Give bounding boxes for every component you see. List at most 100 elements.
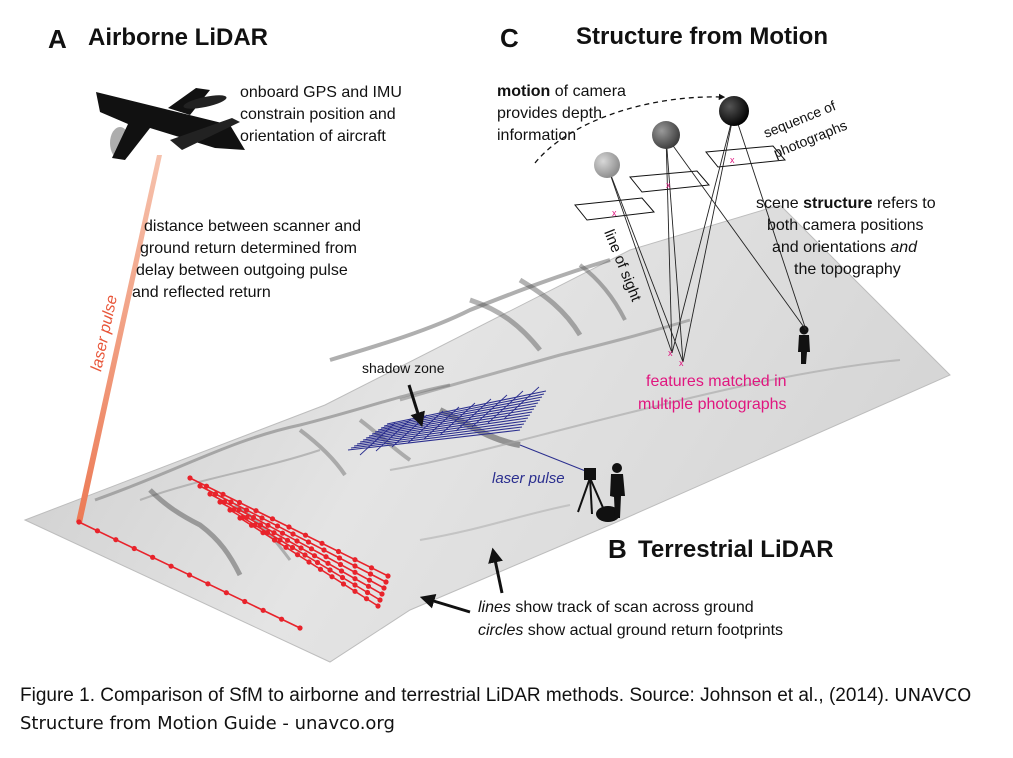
ground-return-footprint: [383, 579, 389, 585]
terrestrial-laser-line: [519, 444, 589, 473]
terrestrial-laser-line: [362, 414, 531, 441]
ground-return-footprint: [223, 590, 229, 596]
terrestrial-laser-line: [350, 426, 523, 449]
ground-return-footprint: [269, 516, 276, 522]
svg-text:x: x: [612, 208, 617, 218]
ground-return-footprint: [236, 507, 242, 513]
ground-return-footprint: [94, 528, 101, 534]
ground-return-footprint: [323, 554, 329, 560]
ground-return-footprint: [260, 530, 266, 536]
figure-caption: Figure 1. Comparison of SfM to airborne …: [20, 682, 1000, 738]
ground-return-footprint: [284, 537, 291, 543]
ground-return-footprint: [340, 581, 347, 587]
ground-return-footprint: [311, 553, 318, 559]
ground-return-footprint: [381, 585, 387, 591]
ground-return-footprint: [237, 515, 243, 521]
ground-return-footprint: [294, 552, 301, 558]
features-line-1: features matched in: [646, 373, 787, 390]
tracks-left-arrow: [419, 593, 471, 614]
terrestrial-laser-line: [368, 408, 535, 437]
ground-return-footprint: [294, 538, 300, 544]
ground-return-footprint: [366, 577, 373, 583]
ground-return-footprint: [368, 565, 375, 571]
shadow-zone-arrow: [407, 384, 425, 428]
ground-return-footprint: [352, 576, 358, 582]
ground-return-footprint: [377, 597, 383, 603]
terrestrial-laser-line: [471, 394, 508, 428]
svg-text:x: x: [730, 155, 735, 165]
terrestrial-laser-line: [455, 398, 492, 432]
ground-return-footprint: [187, 475, 193, 481]
ground-return-footprint: [278, 616, 285, 622]
svg-text:x: x: [679, 358, 684, 368]
terrestrial-laser-line: [375, 418, 412, 452]
ground-return-footprint: [339, 574, 346, 581]
structure-line-3: and orientations and: [772, 239, 918, 256]
panel-c-letter: C: [500, 23, 519, 53]
panel-a-letter: A: [48, 24, 67, 54]
panel-b-letter: B: [608, 534, 627, 564]
distance-line-2: ground return determined from: [140, 240, 357, 257]
terrestrial-laser-line: [359, 422, 396, 456]
ground-return-footprint: [265, 522, 271, 528]
ground-return-footprint: [363, 596, 370, 602]
camera-position-1-icon: [594, 152, 620, 178]
ground-return-footprint: [325, 560, 331, 566]
ground-return-footprint: [242, 598, 248, 605]
ground-return-footprint: [302, 552, 308, 558]
ground-return-footprint: [298, 545, 304, 551]
sfm-camera-group: x x x x x: [574, 96, 807, 368]
motion-line-2: provides depth: [497, 105, 602, 122]
ground-return-footprint: [352, 588, 358, 594]
person-icon-sfm: [798, 325, 810, 364]
ground-return-footprint: [286, 524, 292, 530]
airborne-laser-beam: [76, 155, 162, 523]
terrestrial-laser-line: [423, 406, 460, 440]
ground-return-footprint: [203, 483, 210, 489]
terrestrial-laser-line: [353, 423, 525, 447]
laser-pulse-terrestrial-label: laser pulse: [492, 470, 565, 487]
terrestrial-laser-line: [380, 396, 543, 429]
svg-text:x: x: [668, 348, 673, 358]
ground-return-footprint: [205, 581, 211, 587]
ground-return-footprint: [279, 530, 286, 536]
ground-return-footprint: [352, 557, 358, 563]
distance-line-4: and reflected return: [132, 284, 271, 301]
tracks-up-arrow: [488, 547, 504, 594]
ground-return-footprint: [308, 546, 315, 552]
ground-return-footprint: [236, 499, 243, 506]
ground-return-footprint: [352, 582, 358, 588]
ground-return-footprint: [336, 555, 343, 561]
structure-line-2: both camera positions: [767, 217, 924, 234]
ground-return-footprint: [352, 563, 358, 569]
ground-return-footprint: [327, 567, 333, 573]
tripod-scanner-icon: [577, 468, 620, 522]
ground-return-footprint: [228, 499, 234, 505]
ground-return-footprint: [283, 544, 289, 550]
ground-return-footprint: [274, 523, 281, 529]
ground-return-footprint: [385, 573, 391, 579]
ground-return-footprint: [186, 572, 193, 578]
ground-return-footprint: [319, 540, 325, 546]
ground-return-footprint: [365, 583, 372, 589]
panel-a-title: Airborne LiDAR: [88, 24, 268, 51]
ground-return-footprint: [197, 483, 203, 489]
airplane-icon: [96, 88, 245, 160]
airborne-scan-tracks: [76, 475, 391, 631]
distance-line-1: distance between scanner and: [144, 218, 361, 235]
terrestrial-laser-line: [407, 410, 444, 444]
terrestrial-laser-line: [487, 390, 524, 424]
motion-line-1: motion of camera: [497, 83, 626, 100]
ground-return-footprint: [338, 568, 345, 574]
ground-return-footprint: [220, 491, 226, 497]
caption-main: Figure 1. Comparison of SfM to airborne …: [20, 685, 890, 706]
shadow-zone-label: shadow zone: [362, 360, 445, 376]
panel-c-title: Structure from Motion: [576, 23, 828, 50]
terrestrial-laser-line: [359, 417, 529, 443]
terrestrial-laser-fan: [347, 386, 589, 473]
gps-imu-line-1: onboard GPS and IMU: [240, 84, 402, 101]
caption-source: UNAVCO Structure from Motion Guide - una…: [20, 685, 972, 734]
ground-return-footprint: [306, 559, 312, 565]
ground-return-footprint: [168, 563, 174, 569]
ground-return-footprint: [271, 530, 277, 536]
